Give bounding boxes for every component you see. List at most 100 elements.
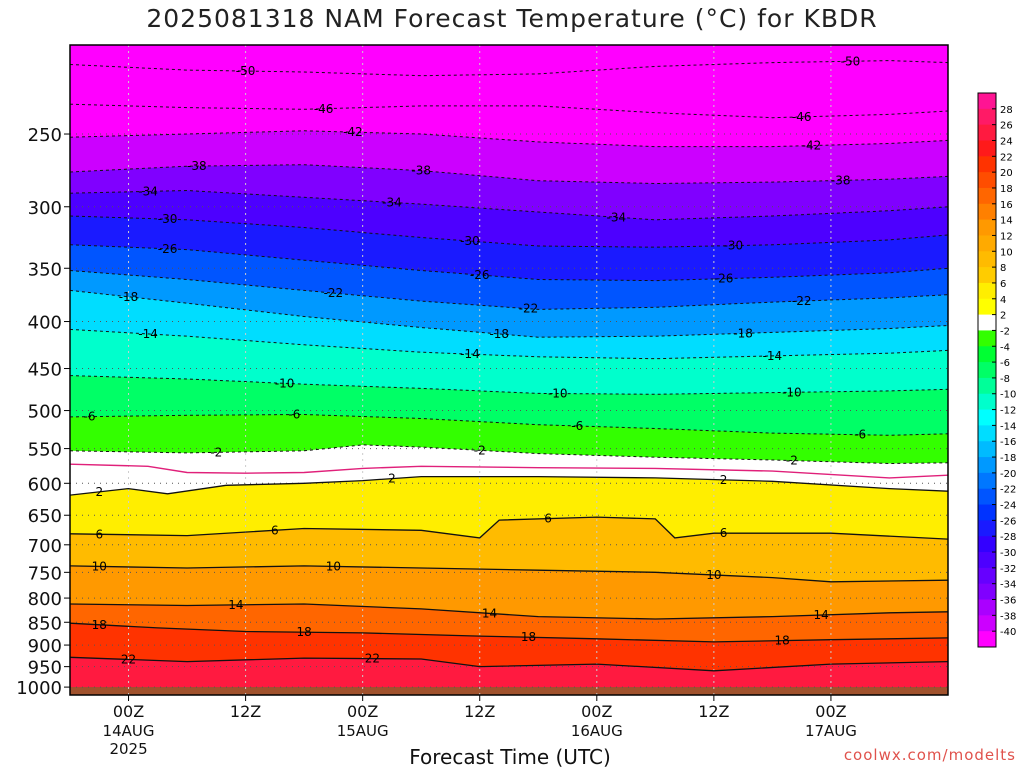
contour-label--46-1: -46 — [792, 110, 812, 124]
contour-label--34-2: -34 — [607, 210, 627, 224]
contour-label-14-0: 14 — [228, 598, 243, 612]
colorbar-swatch-6 — [978, 187, 996, 205]
colorbar-swatch-13 — [978, 298, 996, 316]
contour-label-2-2: 2 — [720, 473, 728, 487]
colorbar-swatch-27 — [978, 520, 996, 537]
contour-label-2-0: 2 — [95, 485, 103, 499]
colorbar-label-26: -26 — [1000, 516, 1016, 527]
y-tick-label-12: 850 — [28, 613, 62, 634]
y-tick-label-13: 900 — [28, 636, 62, 657]
colorbar-label-14: -2 — [1000, 326, 1010, 337]
colorbar-swatch-12 — [978, 282, 996, 300]
colorbar-swatch-23 — [978, 457, 996, 474]
colorbar-swatch-24 — [978, 472, 996, 490]
colorbar-swatch-19 — [978, 393, 996, 411]
credit-link[interactable]: coolwx.com/modelts — [843, 746, 1016, 764]
contour-label--6-2: -6 — [571, 419, 583, 433]
contour-label--18-2: -18 — [733, 326, 753, 340]
colorbar-swatch-14 — [978, 314, 996, 331]
colorbar-swatch-9 — [978, 235, 996, 252]
colorbar-label-19: -12 — [1000, 406, 1016, 417]
contour-label--10-1: -10 — [548, 387, 568, 401]
colorbar-label-33: -40 — [1000, 627, 1016, 638]
colorbar-swatch-18 — [978, 377, 996, 395]
colorbar-label-31: -36 — [1000, 596, 1016, 607]
x-tick-label-1: 12Z — [230, 702, 261, 721]
contour-label-6-1: 6 — [271, 523, 279, 537]
contour-label--38-0: -38 — [187, 159, 207, 173]
contour-18 — [70, 622, 948, 643]
contour-label--6-0: -6 — [84, 410, 96, 424]
colorbar-label-1: 26 — [1000, 121, 1013, 132]
y-axis: 2503003504004505005506006507007508008509… — [16, 125, 70, 699]
contour-label-6-3: 6 — [720, 526, 728, 540]
colorbar-swatch-34 — [978, 631, 996, 648]
colorbar-label-28: -30 — [1000, 548, 1016, 559]
colorbar-label-25: -24 — [1000, 501, 1016, 512]
colorbar-label-5: 18 — [1000, 184, 1013, 195]
contour-10 — [70, 565, 948, 583]
contour--6 — [70, 413, 948, 436]
contour--34 — [70, 189, 948, 221]
colorbar-swatch-11 — [978, 267, 996, 284]
contour-label-18-0: 18 — [92, 618, 107, 632]
contour-label--34-0: -34 — [138, 184, 158, 198]
colorbar-label-27: -28 — [1000, 532, 1016, 543]
x-tick-label-2: 00Z — [347, 702, 378, 721]
temperature-fill — [70, 45, 948, 695]
x-tick-date-0: 14AUG — [103, 722, 155, 740]
contour-label--6-3: -6 — [854, 428, 866, 442]
contour--14 — [70, 328, 948, 360]
contour-label--38-2: -38 — [831, 173, 851, 187]
contour-label--38-1: -38 — [411, 164, 431, 178]
y-tick-label-3: 400 — [28, 313, 62, 334]
colorbar-label-2: 24 — [1000, 136, 1013, 147]
ground-surface — [70, 687, 948, 695]
contour--18 — [70, 289, 948, 338]
colorbar-swatch-22 — [978, 441, 996, 458]
colorbar-label-9: 10 — [1000, 247, 1013, 258]
colorbar-swatch-21 — [978, 425, 996, 442]
colorbar-swatch-33 — [978, 615, 996, 632]
contour-label--18-0: -18 — [119, 290, 139, 304]
contour-label-10-1: 10 — [326, 559, 341, 573]
colorbar-label-12: 4 — [1000, 295, 1006, 306]
grid-lines — [70, 45, 948, 695]
chart-title: 2025081318 NAM Forecast Temperature (°C)… — [146, 4, 878, 33]
y-tick-label-11: 800 — [28, 589, 62, 610]
contour--42 — [70, 130, 948, 148]
x-tick-date-2: 15AUG — [337, 722, 389, 740]
y-tick-label-7: 600 — [28, 474, 62, 495]
contour-label--22-1: -22 — [519, 302, 539, 316]
colorbar-swatch-0 — [978, 93, 996, 110]
colorbar-swatch-28 — [978, 536, 996, 553]
contour-14 — [70, 603, 948, 620]
colorbar-swatch-29 — [978, 552, 996, 569]
contour--38 — [70, 164, 948, 185]
contour--26 — [70, 244, 948, 282]
contour-label--14-2: -14 — [763, 349, 783, 363]
colorbar-label-0: 28 — [1000, 105, 1013, 116]
contour-label--6-1: -6 — [288, 408, 300, 422]
contour--22 — [70, 270, 948, 310]
x-tick-label-0: 00Z — [113, 702, 144, 721]
colorbar-label-7: 14 — [1000, 216, 1013, 227]
y-tick-label-9: 700 — [28, 536, 62, 557]
colorbar-swatch-5 — [978, 172, 996, 189]
contour-label--10-0: -10 — [275, 376, 295, 390]
colorbar-swatch-16 — [978, 346, 996, 363]
colorbar-label-21: -16 — [1000, 437, 1016, 448]
contour-label--34-1: -34 — [382, 195, 402, 209]
y-tick-label-0: 250 — [28, 125, 62, 146]
colorbar-swatch-31 — [978, 583, 996, 601]
x-tick-label-3: 12Z — [464, 702, 495, 721]
contour-label-10-0: 10 — [92, 559, 107, 573]
contour-label--2-1: -2 — [474, 443, 486, 457]
contour-label-6-0: 6 — [95, 527, 103, 541]
plot-frame — [69, 44, 949, 696]
contour-label--30-2: -30 — [724, 239, 744, 253]
contour-label--26-0: -26 — [158, 242, 178, 256]
y-tick-label-14: 950 — [28, 658, 62, 679]
